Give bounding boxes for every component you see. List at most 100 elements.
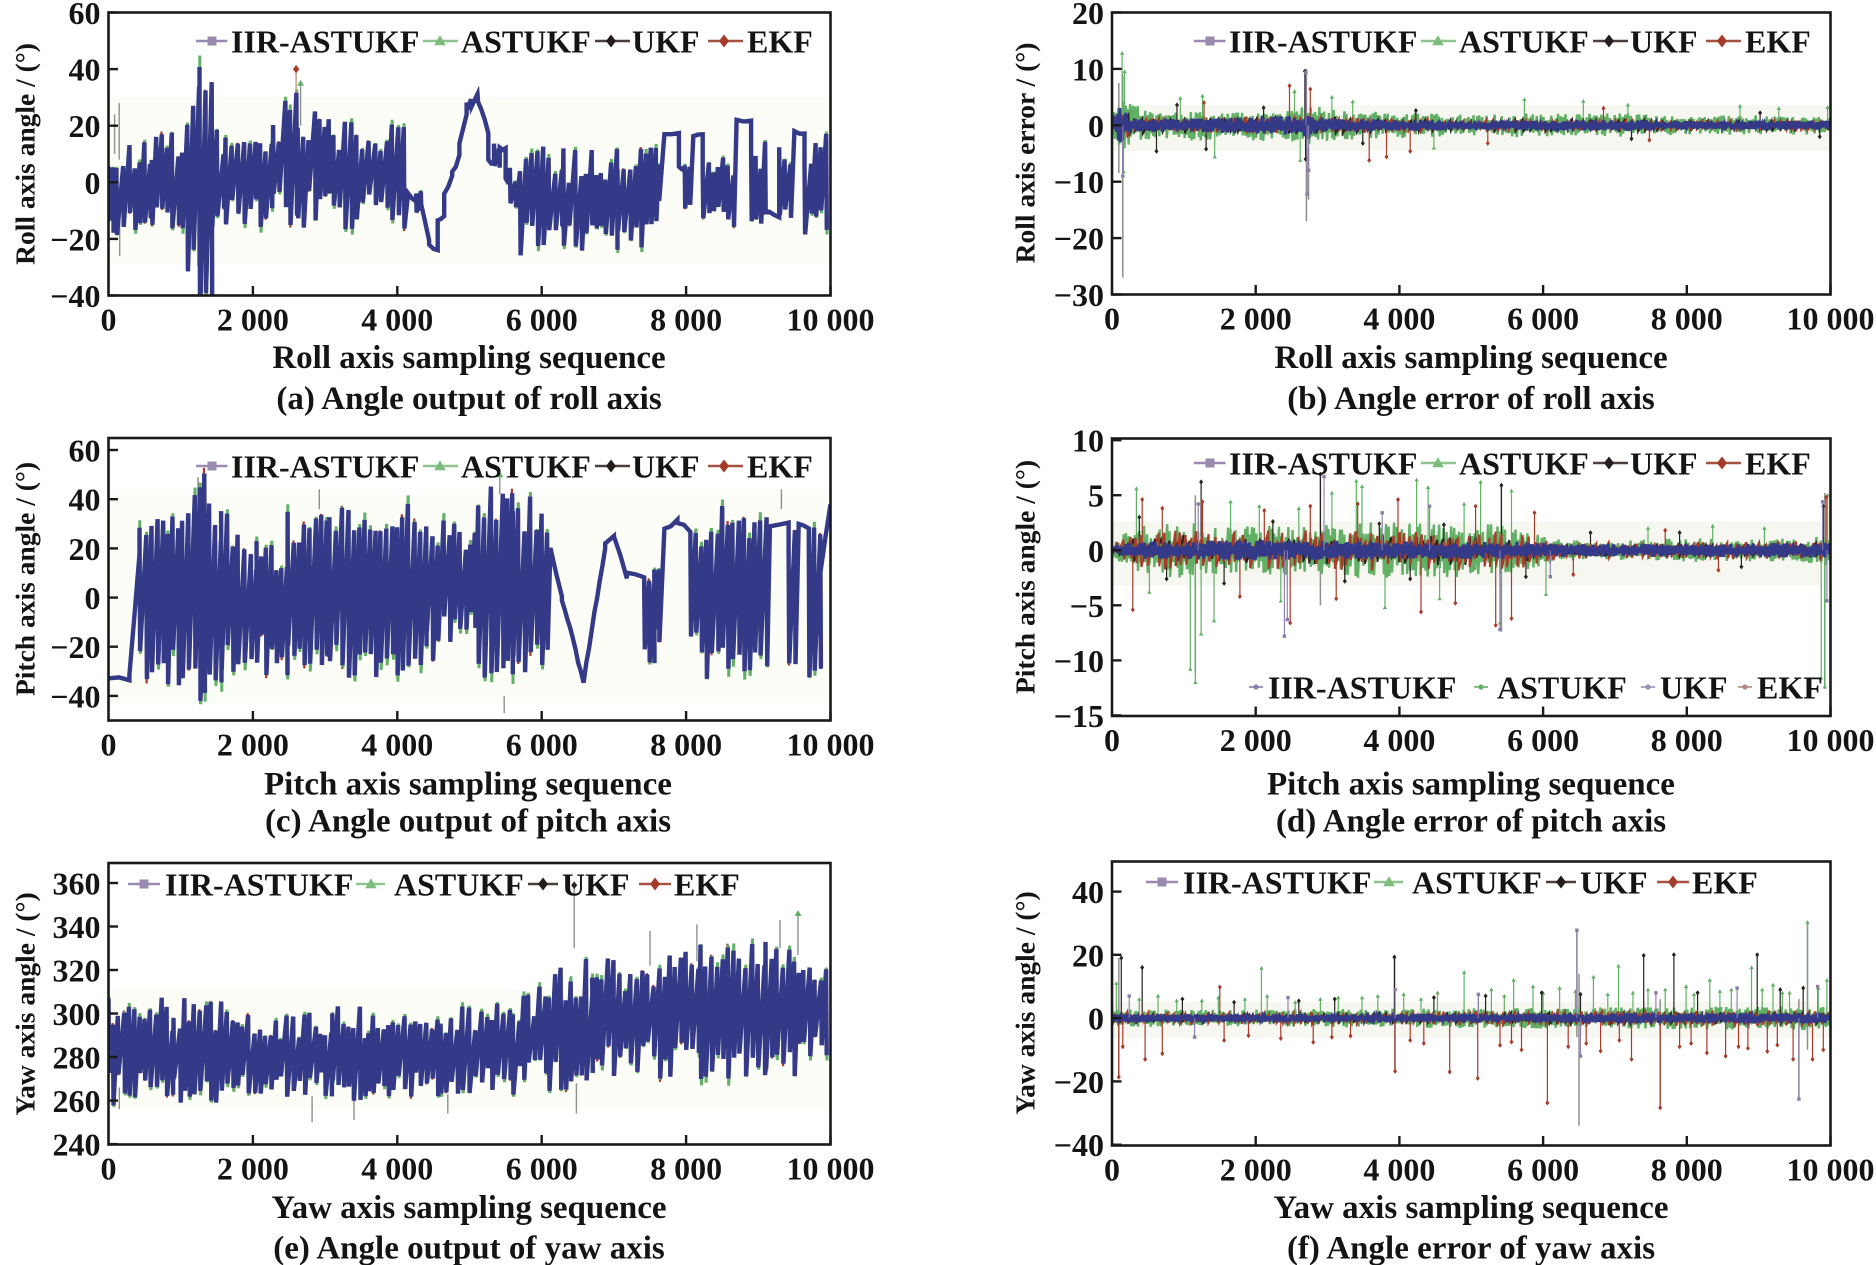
svg-text:2 000: 2 000	[217, 1151, 289, 1187]
svg-text:−20: −20	[50, 221, 100, 257]
svg-text:10 000: 10 000	[1787, 301, 1875, 337]
svg-text:IIR-ASTUKF: IIR-ASTUKF	[1229, 446, 1417, 482]
svg-text:−5: −5	[1070, 588, 1104, 624]
svg-text:UKF: UKF	[632, 449, 700, 485]
svg-text:10 000: 10 000	[1787, 1152, 1875, 1188]
svg-text:4 000: 4 000	[1363, 1152, 1435, 1188]
svg-text:4 000: 4 000	[361, 302, 433, 338]
svg-text:−20: −20	[1054, 221, 1104, 257]
svg-text:(e) Angle output of yaw axis: (e) Angle output of yaw axis	[273, 1231, 665, 1265]
svg-text:Roll axis error / (°): Roll axis error / (°)	[1010, 43, 1041, 264]
svg-text:40: 40	[69, 482, 101, 518]
svg-text:IIR-ASTUKF: IIR-ASTUKF	[1268, 670, 1456, 706]
svg-text:0: 0	[85, 165, 101, 201]
svg-text:360: 360	[53, 866, 101, 902]
svg-text:0: 0	[1104, 301, 1120, 337]
svg-text:4 000: 4 000	[361, 727, 433, 763]
svg-text:2 000: 2 000	[1220, 1152, 1292, 1188]
svg-text:6 000: 6 000	[1507, 1152, 1579, 1188]
svg-text:60: 60	[69, 0, 101, 31]
svg-text:2 000: 2 000	[1220, 301, 1292, 337]
svg-text:EKF: EKF	[1757, 670, 1823, 706]
svg-text:Pitch axis angle / (°): Pitch axis angle / (°)	[10, 462, 41, 696]
svg-text:Yaw axis angle / (°): Yaw axis angle / (°)	[1010, 891, 1041, 1114]
svg-text:0: 0	[1088, 1001, 1104, 1037]
svg-text:UKF: UKF	[1660, 670, 1728, 706]
svg-text:300: 300	[53, 996, 101, 1032]
svg-text:6 000: 6 000	[506, 302, 578, 338]
svg-text:Roll axis sampling sequence: Roll axis sampling sequence	[272, 340, 665, 376]
svg-text:0: 0	[101, 1151, 117, 1187]
svg-text:2 000: 2 000	[1220, 722, 1292, 758]
svg-text:8 000: 8 000	[650, 302, 722, 338]
svg-text:Pitch axis sampling sequence: Pitch axis sampling sequence	[264, 767, 672, 803]
svg-text:ASTUKF: ASTUKF	[1497, 670, 1627, 706]
svg-text:0: 0	[101, 302, 117, 338]
svg-text:8 000: 8 000	[1651, 722, 1723, 758]
svg-text:10 000: 10 000	[787, 302, 875, 338]
svg-text:IIR-ASTUKF: IIR-ASTUKF	[231, 449, 419, 485]
svg-text:340: 340	[53, 909, 101, 945]
svg-text:240: 240	[53, 1127, 101, 1163]
svg-text:6 000: 6 000	[1507, 722, 1579, 758]
svg-text:4 000: 4 000	[1363, 301, 1435, 337]
svg-text:Roll axis angle / (°): Roll axis angle / (°)	[10, 43, 41, 265]
svg-text:EKF: EKF	[747, 24, 813, 60]
svg-text:(d) Angle error of pitch axis: (d) Angle error of pitch axis	[1276, 804, 1666, 840]
svg-text:6 000: 6 000	[1507, 301, 1579, 337]
svg-text:(a) Angle output of roll axis: (a) Angle output of roll axis	[276, 381, 661, 417]
svg-text:−10: −10	[1054, 164, 1104, 200]
svg-text:10: 10	[1072, 51, 1104, 87]
svg-text:−40: −40	[50, 278, 100, 314]
svg-text:2 000: 2 000	[217, 302, 289, 338]
svg-text:2 000: 2 000	[217, 727, 289, 763]
svg-text:UKF: UKF	[1630, 446, 1698, 482]
svg-text:4 000: 4 000	[361, 1151, 433, 1187]
svg-text:IIR-ASTUKF: IIR-ASTUKF	[1183, 865, 1371, 901]
svg-text:280: 280	[53, 1040, 101, 1076]
svg-text:8 000: 8 000	[1651, 1152, 1723, 1188]
svg-text:Pitch axis angle / (°): Pitch axis angle / (°)	[1010, 460, 1041, 694]
svg-text:ASTUKF: ASTUKF	[1412, 865, 1542, 901]
svg-text:−20: −20	[50, 629, 100, 665]
svg-text:10 000: 10 000	[1787, 722, 1875, 758]
svg-text:EKF: EKF	[747, 449, 813, 485]
svg-text:Yaw axis angle / (°): Yaw axis angle / (°)	[10, 892, 41, 1115]
svg-text:(c) Angle output of pitch axis: (c) Angle output of pitch axis	[265, 804, 671, 840]
svg-text:8 000: 8 000	[1651, 301, 1723, 337]
svg-text:EKF: EKF	[674, 867, 740, 903]
svg-text:4 000: 4 000	[1363, 722, 1435, 758]
svg-text:Pitch axis sampling sequence: Pitch axis sampling sequence	[1267, 767, 1675, 803]
svg-text:ASTUKF: ASTUKF	[394, 867, 524, 903]
svg-text:Roll axis sampling sequence: Roll axis sampling sequence	[1274, 340, 1667, 376]
svg-text:UKF: UKF	[562, 867, 630, 903]
svg-text:UKF: UKF	[1580, 865, 1648, 901]
svg-text:10: 10	[1072, 423, 1104, 459]
svg-text:EKF: EKF	[1745, 446, 1811, 482]
svg-text:Yaw axis sampling sequence: Yaw axis sampling sequence	[271, 1190, 666, 1226]
svg-text:320: 320	[53, 953, 101, 989]
svg-text:10 000: 10 000	[787, 1151, 875, 1187]
svg-text:0: 0	[1104, 1152, 1120, 1188]
svg-text:−20: −20	[1054, 1064, 1104, 1100]
svg-text:−30: −30	[1054, 277, 1104, 313]
svg-text:ASTUKF: ASTUKF	[461, 449, 591, 485]
svg-text:UKF: UKF	[632, 24, 700, 60]
svg-text:10 000: 10 000	[787, 727, 875, 763]
svg-text:−10: −10	[1054, 643, 1104, 679]
svg-text:260: 260	[53, 1083, 101, 1119]
svg-text:60: 60	[69, 433, 101, 469]
svg-text:8 000: 8 000	[650, 1151, 722, 1187]
svg-text:20: 20	[1072, 0, 1104, 31]
svg-text:0: 0	[1088, 533, 1104, 569]
svg-text:6 000: 6 000	[506, 1151, 578, 1187]
svg-text:0: 0	[85, 580, 101, 616]
svg-text:5: 5	[1088, 478, 1104, 514]
svg-text:8 000: 8 000	[650, 727, 722, 763]
svg-text:40: 40	[1072, 874, 1104, 910]
svg-text:ASTUKF: ASTUKF	[1459, 446, 1589, 482]
svg-text:ASTUKF: ASTUKF	[461, 24, 591, 60]
svg-text:20: 20	[69, 108, 101, 144]
svg-text:IIR-ASTUKF: IIR-ASTUKF	[1229, 24, 1417, 60]
svg-text:IIR-ASTUKF: IIR-ASTUKF	[231, 24, 419, 60]
